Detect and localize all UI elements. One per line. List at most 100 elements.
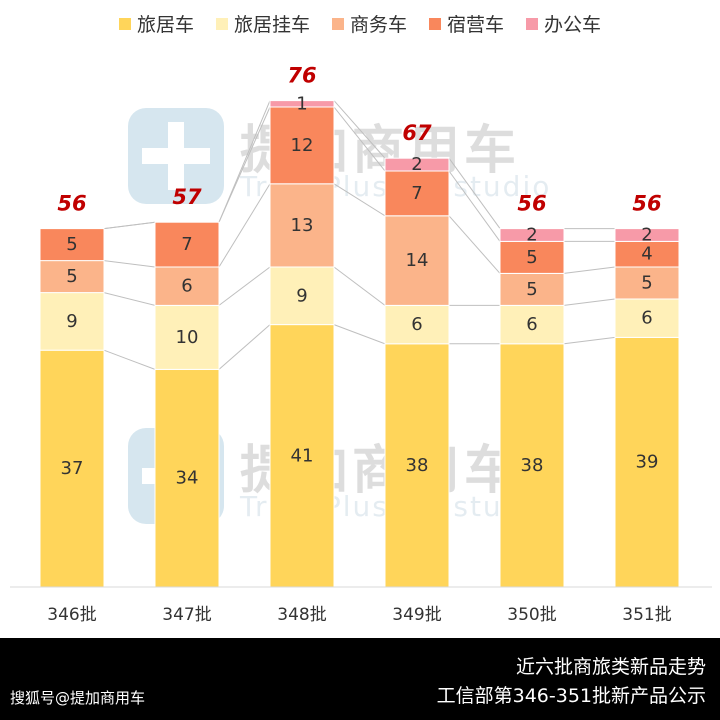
data-label: 5 — [526, 247, 537, 268]
series-connector-line — [563, 298, 616, 306]
data-label: 5 — [66, 266, 77, 287]
bar-segment — [154, 221, 220, 268]
data-label: 39 — [636, 452, 659, 473]
bar-segment — [384, 343, 450, 588]
bar-segment — [499, 304, 565, 345]
data-label: 9 — [66, 311, 77, 332]
total-label: 56 — [57, 192, 86, 216]
category-label: 349批 — [392, 605, 441, 625]
series-connector-line — [333, 266, 386, 306]
series-connector-line — [448, 215, 501, 274]
total-label: 57 — [172, 185, 202, 209]
series-connector-line — [333, 324, 386, 345]
series-connector-line — [218, 100, 271, 223]
data-label: 6 — [181, 276, 192, 297]
data-label: 2 — [411, 154, 422, 175]
stacked-bar-chart: 37955346批56341067347批5741913121348批76386… — [10, 64, 712, 625]
bar-segment — [39, 349, 105, 588]
bar-segment — [154, 304, 220, 370]
data-label: 12 — [291, 135, 314, 156]
legend-label-rv: 旅居车 — [136, 14, 194, 36]
total-label: 67 — [402, 121, 432, 145]
footer-title: 近六批商旅类新品走势 — [515, 656, 706, 678]
data-label: 6 — [526, 314, 537, 335]
legend-swatch-rv — [118, 17, 131, 30]
series-connector-line — [103, 260, 156, 268]
bar-segment — [614, 336, 680, 588]
series-connector-line — [218, 183, 271, 268]
series-connector-line — [333, 183, 386, 217]
footer-source: 搜狐号@提加商用车 — [10, 689, 146, 707]
bar-segment — [614, 298, 680, 338]
data-label: 13 — [291, 215, 314, 236]
data-label: 37 — [61, 458, 84, 479]
bar-segment — [614, 228, 680, 242]
data-label: 7 — [411, 183, 422, 204]
series-connector-line — [333, 100, 386, 159]
legend-swatch-camper — [429, 17, 441, 30]
legend-label-camper: 宿营车 — [447, 14, 505, 36]
data-label: 9 — [296, 285, 307, 306]
category-label: 347批 — [162, 605, 211, 625]
bar-segment — [269, 106, 335, 185]
legend-item-camper: 宿营车 — [429, 10, 504, 37]
bar-segment — [39, 228, 105, 262]
legend-label-trailer: 旅居挂车 — [233, 14, 310, 36]
data-label: 38 — [406, 455, 429, 476]
bar-segment — [39, 260, 105, 294]
bar-segment — [499, 228, 565, 242]
bar-segment — [614, 266, 680, 300]
category-label: 348批 — [277, 605, 326, 625]
category-label: 350批 — [507, 605, 556, 625]
data-label: 5 — [526, 279, 537, 300]
bar-segment — [269, 183, 335, 268]
bar-segment — [499, 240, 565, 274]
data-label: 2 — [641, 225, 652, 246]
data-label: 34 — [176, 468, 199, 489]
legend-swatch-business — [331, 17, 344, 30]
bar-segment — [154, 266, 220, 306]
legend-swatch-office — [526, 17, 539, 30]
chart-legend: 旅居车 旅居挂车 商务车 宿营车 办公车 — [0, 10, 720, 37]
data-label: 4 — [641, 244, 652, 265]
bar-segment — [269, 266, 335, 326]
legend-label-business: 商务车 — [349, 14, 407, 36]
legend-item-rv: 旅居车 — [118, 10, 194, 37]
bar-segment — [269, 100, 335, 108]
data-label: 2 — [526, 225, 537, 246]
bar-segment — [499, 343, 565, 588]
legend-label-office: 办公车 — [544, 14, 602, 36]
data-label: 1 — [296, 93, 307, 114]
series-connector-line — [218, 266, 271, 306]
bar-segment — [39, 292, 105, 351]
bar-segment — [384, 170, 450, 217]
bar-segment — [384, 304, 450, 345]
data-label: 6 — [641, 308, 652, 329]
total-label: 76 — [287, 64, 316, 88]
data-label: 38 — [521, 455, 544, 476]
data-label: 41 — [291, 445, 314, 466]
total-label: 56 — [517, 192, 546, 216]
data-label: 5 — [641, 273, 652, 294]
bar-segment — [384, 157, 450, 172]
series-connector-line — [218, 324, 271, 370]
series-connector-line — [563, 336, 616, 345]
legend-swatch-trailer — [215, 17, 228, 30]
data-label: 14 — [406, 250, 429, 271]
legend-item-business: 商务车 — [331, 10, 407, 37]
series-connector-line — [333, 106, 386, 172]
series-connector-line — [448, 170, 501, 242]
series-connector-line — [103, 292, 156, 306]
bar-segment — [154, 368, 220, 588]
series-connector-line — [448, 157, 501, 229]
footer-subtitle: 工信部第346-351批新产品公示 — [436, 685, 706, 707]
footer-bar: 搜狐号@提加商用车 近六批商旅类新品走势 工信部第346-351批新产品公示 — [0, 638, 720, 720]
series-connector-line — [563, 266, 616, 274]
total-label: 56 — [632, 192, 661, 216]
category-label: 346批 — [47, 605, 96, 625]
data-label: 7 — [181, 234, 192, 255]
data-label: 6 — [411, 314, 422, 335]
legend-item-trailer: 旅居挂车 — [215, 10, 310, 37]
bar-segment — [269, 324, 335, 588]
series-connector-line — [103, 221, 156, 230]
